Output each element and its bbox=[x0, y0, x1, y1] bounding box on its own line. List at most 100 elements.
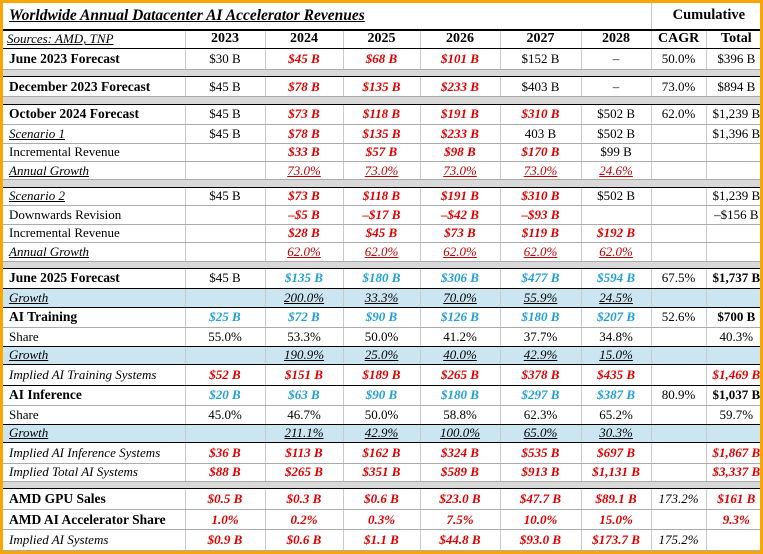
table-cell: $45 B bbox=[184, 104, 265, 126]
table-cell: 58.8% bbox=[419, 405, 500, 425]
table-cell: $135 B bbox=[342, 76, 420, 98]
table-cell bbox=[650, 224, 707, 244]
table-cell bbox=[705, 346, 760, 366]
table-cell: $265 B bbox=[264, 463, 343, 483]
table-cell: $161 B bbox=[705, 488, 760, 510]
table-cell: $697 B bbox=[580, 442, 652, 464]
table-cell: 37.7% bbox=[499, 327, 581, 347]
table-cell: $173.7 B bbox=[580, 529, 652, 551]
table-cell: $162 B bbox=[342, 442, 420, 464]
table-cell: $72 B bbox=[264, 307, 343, 329]
table-cell: 62.0% bbox=[650, 104, 707, 126]
table-cell: $52 B bbox=[184, 364, 265, 386]
table-cell: 52.6% bbox=[650, 307, 707, 329]
table-cell: 70.0% bbox=[419, 288, 500, 308]
table-cell: – bbox=[580, 48, 652, 70]
table-cell bbox=[705, 242, 760, 262]
table-cell: 190.9% bbox=[264, 346, 343, 366]
table-cell: $378 B bbox=[499, 364, 581, 386]
row-label: Share bbox=[3, 327, 185, 347]
table-cell: $135 B bbox=[342, 124, 420, 144]
table-cell: –$93 B bbox=[499, 205, 581, 225]
table-row: Growth 200.0% 33.3% 70.0% 55.9% 24.5% bbox=[3, 288, 760, 308]
table-cell: $135 B bbox=[264, 268, 343, 290]
table-cell: $78 B bbox=[264, 124, 343, 144]
table-cell: 46.7% bbox=[264, 405, 343, 425]
table-cell: 40.3% bbox=[705, 327, 760, 347]
table-cell: $387 B bbox=[580, 385, 652, 407]
table-cell: $1,037 B bbox=[705, 385, 760, 407]
table-cell: $502 B bbox=[580, 124, 652, 144]
table-cell: $36 B bbox=[184, 442, 265, 464]
table-cell: 30.3% bbox=[580, 424, 652, 444]
table-cell: $0.6 B bbox=[264, 529, 343, 551]
table-cell: 50.0% bbox=[342, 405, 420, 425]
sources-label: Sources: AMD, TNP bbox=[3, 29, 185, 50]
table-cell: $192 B bbox=[580, 224, 652, 244]
row-label: Scenario 2 bbox=[3, 187, 185, 207]
table-cell bbox=[650, 187, 707, 207]
table-cell bbox=[650, 205, 707, 225]
separator-band bbox=[3, 260, 760, 269]
table-cell: 59.7% bbox=[705, 405, 760, 425]
table-cell: 65.0% bbox=[499, 424, 581, 444]
table-cell: 73.0% bbox=[342, 161, 420, 181]
table-cell: $89.1 B bbox=[580, 488, 652, 510]
table-cell: 10.0% bbox=[499, 509, 581, 531]
row-label: AI Training bbox=[3, 307, 185, 329]
separator-row bbox=[3, 68, 760, 77]
table-row: December 2023 Forecast $45 B $78 B $135 B $2… bbox=[3, 76, 760, 98]
separator-row bbox=[3, 96, 760, 105]
table-cell: 67.5% bbox=[650, 268, 707, 290]
table-cell bbox=[650, 288, 707, 308]
column-header-2025: 2025 bbox=[342, 29, 420, 50]
column-header-total: Total bbox=[705, 29, 760, 50]
table-cell: 211.1% bbox=[264, 424, 343, 444]
row-label: Annual Growth bbox=[3, 242, 185, 262]
table-cell: $25 B bbox=[184, 307, 265, 329]
table-cell: $1,867 B bbox=[705, 442, 760, 464]
row-label: AMD GPU Sales bbox=[3, 488, 185, 510]
table-cell bbox=[650, 346, 707, 366]
table-cell: $265 B bbox=[419, 364, 500, 386]
table-cell: $152 B bbox=[499, 48, 581, 70]
table-cell: 9.3% bbox=[705, 509, 760, 531]
table-cell: 24.5% bbox=[580, 288, 652, 308]
table-cell: $90 B bbox=[342, 385, 420, 407]
table-cell: $45 B bbox=[264, 48, 343, 70]
table-cell bbox=[650, 442, 707, 464]
row-label: Share bbox=[3, 405, 185, 425]
row-label: Implied AI Training Systems bbox=[3, 364, 185, 386]
table-cell: 73.0% bbox=[650, 76, 707, 98]
table-cell bbox=[650, 143, 707, 162]
table-cell: 45.0% bbox=[184, 405, 265, 425]
table-cell: $0.9 B bbox=[184, 529, 265, 551]
table-cell: $30 B bbox=[184, 48, 265, 70]
separator-band bbox=[3, 179, 760, 188]
table-cell: $45 B bbox=[184, 187, 265, 207]
table-row: Scenario 1 $45 B $78 B $135 B $233 B 403 B $50… bbox=[3, 124, 760, 144]
table-cell: $88 B bbox=[184, 463, 265, 483]
page-title: Worldwide Annual Datacenter AI Accelerat… bbox=[3, 3, 652, 31]
table-row: Annual Growth 73.0% 73.0% 73.0% 73.0% 24.6% bbox=[3, 161, 760, 181]
table-cell: 65.2% bbox=[580, 405, 652, 425]
table-cell: 73.0% bbox=[419, 161, 500, 181]
table-cell: $3,337 B bbox=[705, 463, 760, 483]
table-row: Growth 211.1% 42.9% 100.0% 65.0% 30.3% bbox=[3, 424, 760, 444]
column-header-2027: 2027 bbox=[499, 29, 581, 50]
row-label: Scenario 1 bbox=[3, 124, 185, 144]
table-cell: $0.3 B bbox=[264, 488, 343, 510]
table-cell: 55.0% bbox=[184, 327, 265, 347]
table-cell: – bbox=[580, 76, 652, 98]
table-cell: $1.1 B bbox=[342, 529, 420, 551]
table-row: Incremental Revenue $28 B $45 B $73 B $119 B… bbox=[3, 224, 760, 244]
table-cell: 24.6% bbox=[580, 161, 652, 181]
table-cell: $23.0 B bbox=[419, 488, 500, 510]
table-cell: 80.9% bbox=[650, 385, 707, 407]
table-cell: $894 B bbox=[705, 76, 760, 98]
table-cell: 53.3% bbox=[264, 327, 343, 347]
table-cell bbox=[184, 161, 265, 181]
table-cell bbox=[184, 288, 265, 308]
revenue-table: Worldwide Annual Datacenter AI Accelerat… bbox=[3, 3, 760, 551]
table-cell: 34.8% bbox=[580, 327, 652, 347]
